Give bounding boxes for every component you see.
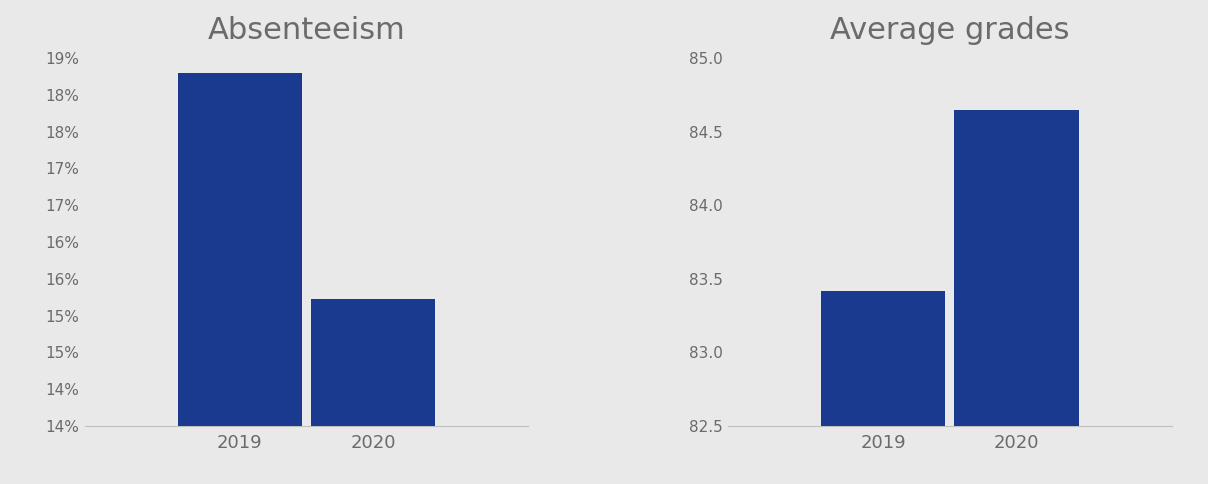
Bar	[954, 109, 1079, 484]
Title: Absenteeism: Absenteeism	[208, 15, 406, 45]
Bar	[821, 290, 946, 484]
Bar	[310, 300, 435, 484]
Bar	[178, 73, 302, 484]
Title: Average grades: Average grades	[830, 15, 1069, 45]
